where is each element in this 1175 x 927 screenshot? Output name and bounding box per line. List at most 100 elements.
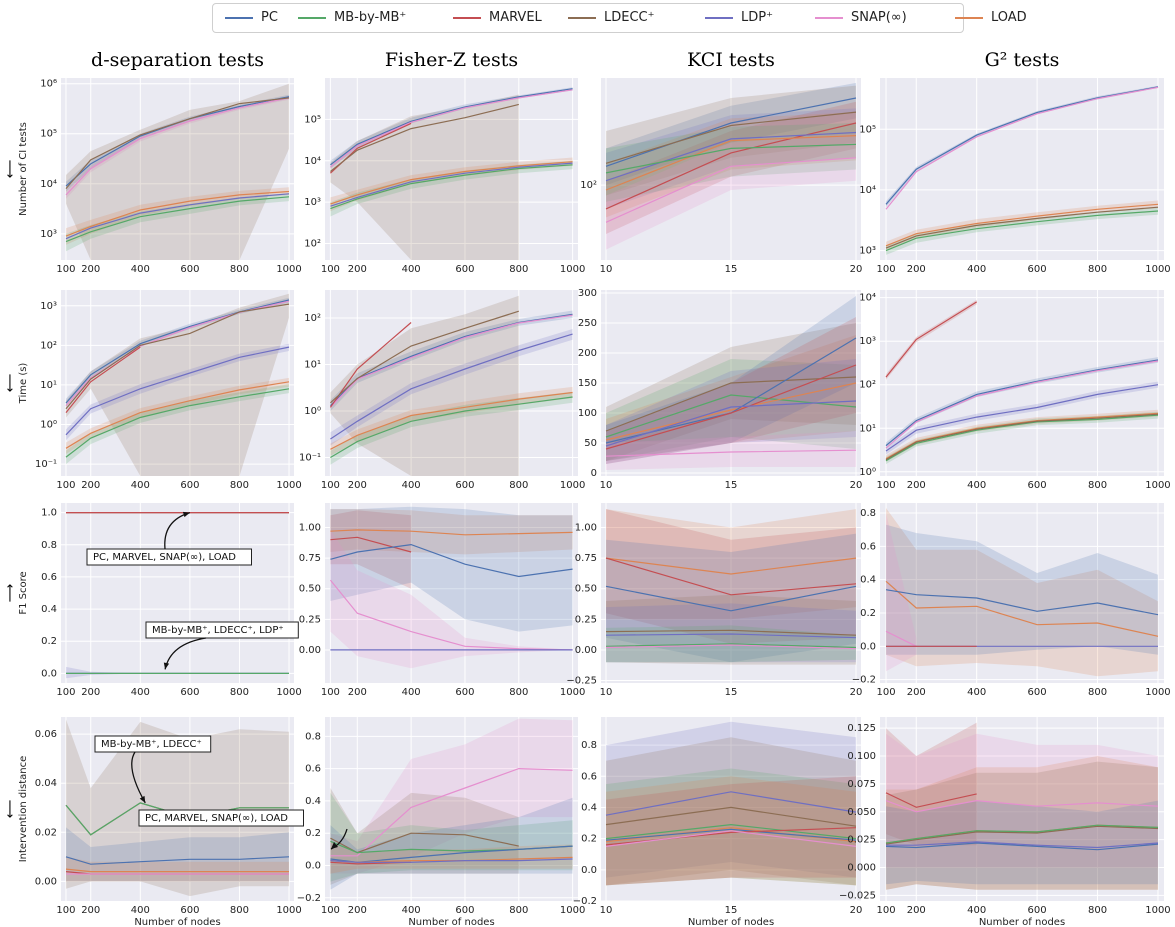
plot-area [605, 82, 857, 250]
confidence-band [330, 797, 573, 890]
x-tick-label: 100 [321, 687, 340, 698]
confidence-band [606, 123, 856, 202]
x-tick-label: 100 [321, 264, 340, 275]
confidence-band [886, 761, 1158, 890]
plot-background [880, 503, 1164, 683]
annotation: MB-by-MB⁺, LDECC⁺, LDP⁺ [145, 621, 299, 670]
subplot: 10 15 20 −0.2 0.0 0.2 0.4 0.6 0.8 Number of nodes [573, 717, 863, 927]
legend: PC MB-by-MB⁺ MARVEL LDECC⁺ LDP⁺ SNAP(∞) LOAD [212, 3, 1027, 33]
x-tick-label: 800 [509, 905, 528, 916]
series-line [65, 196, 290, 243]
row-label-text: Number of CI tests [18, 122, 29, 216]
x-tick-label: 800 [1088, 687, 1107, 698]
series-line [605, 830, 857, 847]
x-axis-label: Number of nodes [688, 917, 774, 927]
y-tick-label: 10⁶ [40, 79, 57, 90]
x-tick-label: 800 [230, 264, 249, 275]
x-tick-label: 20 [850, 480, 863, 491]
x-tick-label: 400 [131, 905, 150, 916]
series-line [605, 791, 857, 816]
x-tick-label: 100 [56, 480, 75, 491]
x-tick-label: 600 [1028, 480, 1047, 491]
x-tick-label: 400 [967, 905, 986, 916]
confidence-band [606, 335, 856, 461]
y-tick-label: 10⁵ [859, 124, 876, 135]
y-tick-label: 10² [304, 239, 321, 250]
x-tick-label: 10 [600, 264, 613, 275]
series-line [605, 111, 857, 164]
annotation-box [94, 735, 212, 753]
confidence-band [606, 737, 856, 886]
x-tick-label: 200 [348, 687, 367, 698]
confidence-band [886, 207, 1158, 255]
confidence-band [606, 431, 856, 470]
series-line [65, 856, 290, 865]
x-tick-label: 1000 [276, 687, 301, 698]
series-line [330, 161, 573, 205]
y-tick-label: 0.50 [299, 584, 321, 595]
series-line [65, 381, 290, 449]
legend-swatch [568, 16, 596, 19]
x-tick-label: 200 [907, 264, 926, 275]
plot-background [325, 78, 578, 260]
confidence-band [606, 768, 856, 886]
series-line [885, 589, 1159, 616]
x-tick-label: 600 [180, 687, 199, 698]
confidence-band [886, 800, 1158, 885]
legend-swatch [453, 16, 481, 19]
series-line [605, 644, 857, 650]
subplot: 100 200 400 600 800 1000 −0.2 0.0 0.2 0.4 0.6 0.8 [852, 503, 1171, 698]
y-tick-label: −0.025 [839, 890, 876, 901]
y-tick-label: 1.00 [299, 522, 321, 533]
y-tick-label: 10² [580, 180, 597, 191]
confidence-band [606, 108, 856, 209]
plot-area [605, 296, 857, 470]
y-tick-label: 0.4 [581, 802, 597, 813]
y-tick-label: 0.75 [299, 553, 321, 564]
annotation-text: MB-by-MB⁺, LDECC⁺, LDP⁺ [152, 625, 284, 636]
y-tick-label: 0.25 [575, 614, 597, 625]
series-line [605, 585, 857, 612]
x-tick-label: 1000 [560, 480, 585, 491]
series-line [885, 825, 1159, 845]
series-line [605, 135, 857, 191]
x-tick-label: 400 [967, 264, 986, 275]
y-tick-label: 10⁴ [859, 293, 876, 304]
series-line [330, 543, 573, 578]
series-line [65, 299, 290, 404]
row-label: F1 Score⟶ [3, 571, 29, 614]
series-line [605, 629, 857, 636]
confidence-band [606, 509, 856, 620]
y-tick-label: 0 [591, 468, 597, 479]
series-line [330, 529, 573, 536]
confidence-band [606, 296, 856, 461]
x-tick-label: 100 [56, 687, 75, 698]
confidence-band [330, 509, 573, 555]
y-tick-label: 0.6 [41, 572, 57, 583]
y-tick-label: 100 [578, 408, 597, 419]
column-title: G² tests [985, 49, 1060, 71]
confidence-band [330, 157, 573, 212]
x-tick-label: 800 [1088, 480, 1107, 491]
x-tick-label: 1000 [560, 264, 585, 275]
annotation-arrowhead [139, 795, 146, 803]
y-tick-label: 0.75 [575, 553, 597, 564]
annotation-arrowhead [163, 662, 170, 670]
x-tick-label: 1000 [1145, 905, 1170, 916]
x-axis-label: Number of nodes [134, 917, 220, 927]
x-tick-label: 20 [850, 905, 863, 916]
x-tick-label: 400 [967, 480, 986, 491]
x-tick-label: 200 [81, 905, 100, 916]
y-tick-label: 0.8 [860, 508, 876, 519]
y-tick-label: 10⁰ [304, 406, 321, 417]
confidence-band [330, 391, 573, 465]
plot-background [61, 78, 294, 260]
subplot: 100 200 400 600 800 1000 10⁻¹ 10⁰ 10¹ 10² [299, 290, 585, 491]
series-line [885, 206, 1159, 249]
series-line [885, 414, 1159, 462]
series-line [885, 412, 1159, 460]
legend-item: SNAP(∞) [815, 10, 907, 25]
y-tick-label: 0.075 [847, 779, 876, 790]
annotation: PC, MARVEL, SNAP(∞), LOAD [86, 511, 252, 566]
